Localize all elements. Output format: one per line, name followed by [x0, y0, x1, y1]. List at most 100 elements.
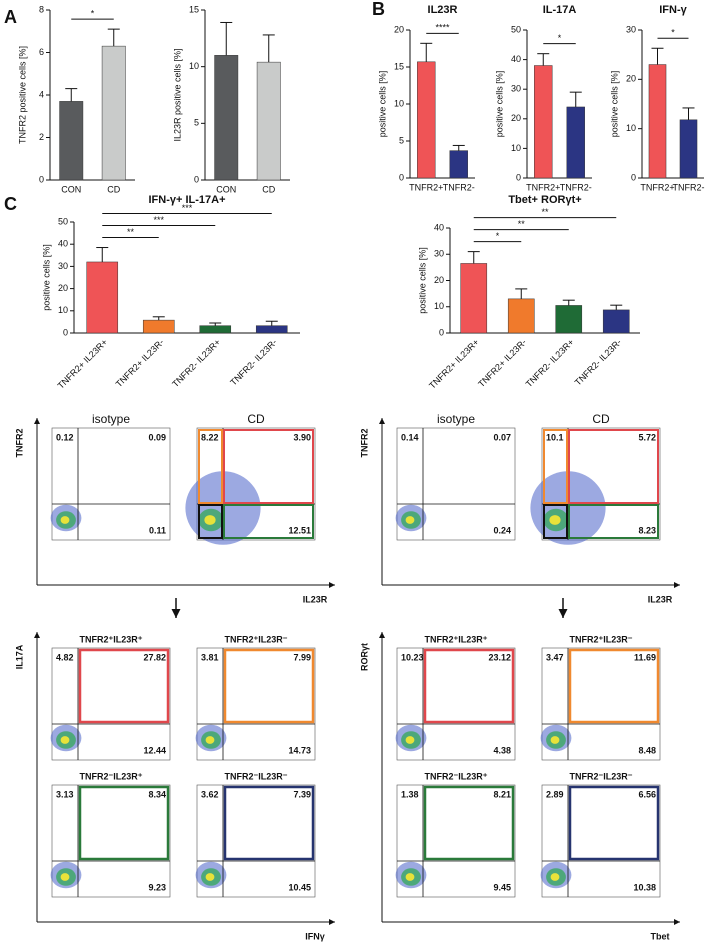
bar [101, 45, 126, 181]
bar [214, 55, 239, 181]
bar [555, 305, 583, 334]
y-axis-label: TNFR2 positive cells [%] [17, 46, 27, 144]
y-tick-label: 15 [189, 4, 199, 14]
gate [568, 648, 660, 724]
gate [568, 785, 660, 861]
quadrant-value: 1.38 [401, 789, 419, 799]
significance-label: * [496, 231, 500, 241]
dot-cloud [540, 724, 572, 752]
x-tick-label: TNFR2+ IL23R- [114, 337, 166, 389]
bar [255, 325, 288, 334]
dot-cloud [395, 861, 427, 889]
x-axis-label: Tbet [651, 931, 670, 941]
panel-label: C [4, 194, 17, 214]
quadrant-value: 4.38 [493, 745, 511, 755]
dot-cloud [195, 861, 227, 889]
significance-label: * [91, 9, 95, 19]
x-tick-label: TNFR2- [560, 182, 592, 192]
error-bar [220, 21, 233, 56]
y-tick-label: 15 [394, 61, 404, 71]
error-bar [467, 251, 480, 264]
dot-cloud [540, 861, 572, 889]
gate [568, 429, 659, 504]
quadrant-value: 8.34 [148, 789, 166, 799]
y-tick-label: 50 [511, 24, 521, 34]
bar [507, 298, 535, 334]
chart-title: IFN-γ+ IL-17A+ [148, 194, 225, 206]
error-bar [65, 88, 78, 102]
cloud-core [60, 736, 70, 744]
significance-label: **** [435, 23, 450, 33]
plot-title: CD [592, 412, 610, 426]
y-tick-label: 30 [434, 249, 444, 259]
quadrant-value: 8.22 [201, 432, 219, 442]
dot-cloud [50, 724, 82, 752]
y-axis-label: positive cells [%] [494, 71, 504, 138]
x-axis-label: IFNγ [305, 931, 325, 941]
y-tick-label: 4 [39, 89, 44, 99]
y-tick-label: 2 [39, 132, 44, 142]
y-tick-label: 0 [631, 172, 636, 182]
x-tick-label: CD [262, 184, 275, 194]
plot-title: TNFR2⁺IL23R⁻ [569, 634, 632, 644]
bar [256, 61, 281, 181]
error-bar [265, 320, 278, 326]
x-tick-label: TNFR2- IL23R- [228, 337, 279, 388]
gate [78, 648, 170, 724]
y-tick-label: 8 [39, 4, 44, 14]
x-tick-label: TNFR2+ [526, 182, 560, 192]
y-tick-label: 0 [63, 327, 68, 337]
y-axis-label: positive cells [%] [609, 71, 619, 138]
y-tick-label: 40 [434, 222, 444, 232]
panel-label: A [4, 7, 17, 27]
chart-title: Tbet+ RORγt+ [508, 194, 581, 206]
plot-title: TNFR2⁺IL23R⁺ [424, 634, 487, 644]
significance-label: * [671, 28, 675, 38]
y-tick-label: 20 [394, 24, 404, 34]
bar [602, 309, 630, 334]
y-axis-label: RORγt [359, 643, 369, 671]
significance-label: *** [153, 215, 164, 225]
quadrant-value: 4.82 [56, 652, 74, 662]
plot-title: CD [247, 412, 265, 426]
y-axis-label: positive cells [%] [417, 247, 427, 314]
error-bar [96, 247, 109, 262]
x-tick-label: TNFR2+ [640, 182, 674, 192]
y-tick-label: 0 [39, 174, 44, 184]
dot-cloud [50, 861, 82, 889]
quadrant-value: 9.45 [493, 882, 511, 892]
bar [679, 119, 698, 179]
y-axis-label: TNFR2 [14, 429, 24, 458]
x-tick-label: CD [107, 184, 120, 194]
y-tick-label: 50 [58, 216, 68, 226]
cloud-core [205, 873, 215, 881]
bar [59, 101, 84, 181]
quadrant-value: 7.39 [293, 789, 311, 799]
gate [198, 429, 223, 504]
x-tick-label: TNFR2- IL23R+ [524, 337, 576, 389]
quadrant-value: 2.89 [546, 789, 564, 799]
y-axis-label: IL23R positive cells [%] [172, 48, 182, 141]
error-bar [682, 107, 695, 120]
x-tick-label: CON [61, 184, 81, 194]
error-bar [209, 322, 222, 326]
gate [423, 648, 515, 724]
quadrant-value: 7.99 [293, 652, 311, 662]
cloud-core [405, 516, 415, 524]
quadrant-value: 27.82 [143, 652, 166, 662]
y-tick-label: 20 [626, 74, 636, 84]
y-tick-label: 0 [516, 172, 521, 182]
error-bar [562, 299, 575, 306]
quadrant-value: 3.62 [201, 789, 219, 799]
significance-label: * [558, 33, 562, 43]
y-tick-label: 0 [194, 174, 199, 184]
plot-title: TNFR2⁺IL23R⁺ [79, 634, 142, 644]
error-bar [569, 91, 582, 107]
y-tick-label: 10 [394, 98, 404, 108]
bar [534, 65, 553, 179]
quadrant-value: 0.09 [148, 432, 166, 442]
quadrant-value: 8.21 [493, 789, 511, 799]
y-tick-label: 20 [58, 283, 68, 293]
x-tick-label: TNFR2- [673, 182, 705, 192]
